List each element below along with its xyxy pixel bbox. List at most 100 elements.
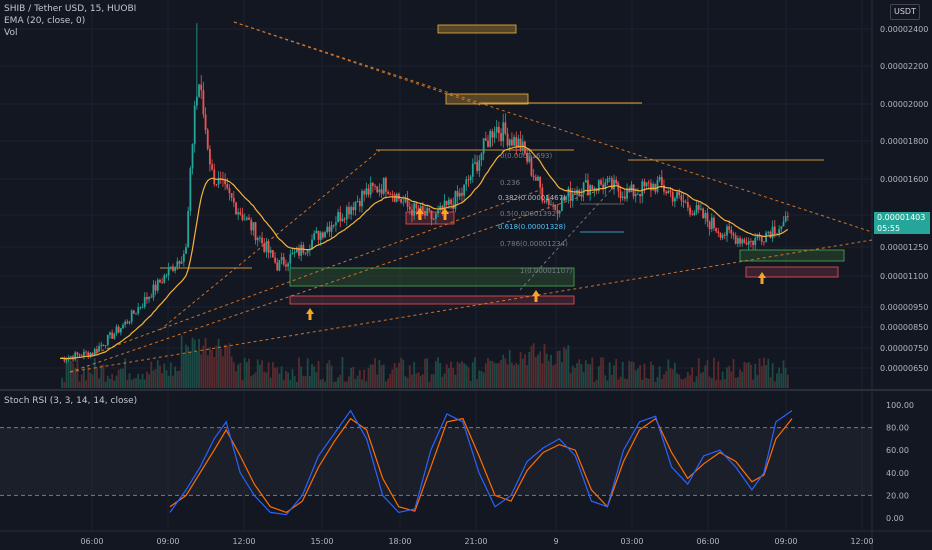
stoch-rsi-legend[interactable]: Stoch RSI (3, 3, 14, 14, close) — [4, 396, 138, 406]
candle — [704, 210, 707, 225]
candle — [224, 173, 227, 191]
candle-body — [113, 333, 116, 339]
volume-bar — [743, 361, 746, 388]
volume-bar — [452, 367, 455, 388]
candle-body — [637, 193, 639, 195]
candle — [389, 191, 392, 196]
candle-body — [93, 349, 96, 355]
volume-bar — [506, 364, 509, 388]
candle-body — [306, 250, 309, 253]
candle — [85, 350, 87, 356]
candle-body — [402, 201, 405, 203]
candle-body — [663, 185, 665, 192]
candle-body — [211, 164, 213, 170]
volume-bar — [458, 363, 461, 388]
candle — [745, 237, 748, 246]
volume-bar — [172, 375, 174, 388]
volume-bar — [560, 362, 563, 388]
volume-bar — [563, 347, 565, 388]
volume-bar — [660, 379, 663, 388]
volume-bar — [465, 364, 468, 388]
currency-button[interactable]: USDT — [890, 4, 920, 20]
symbol-title[interactable]: SHIB / Tether USD, 15, HUOBI — [4, 4, 137, 14]
ema-legend[interactable]: EMA (20, close, 0) — [4, 16, 86, 26]
candle-body — [469, 176, 472, 181]
candle — [467, 175, 470, 188]
volume-bar — [537, 354, 539, 388]
fibonacci-levels: 0(0.00001693) 0.236 0.382(0.00001467) 0.5(0… — [498, 152, 624, 275]
price-axis-label: 0.00000750 — [880, 344, 928, 353]
candle — [726, 224, 728, 242]
price-axis-label: 0.00002400 — [880, 25, 928, 34]
candle-body — [235, 202, 237, 215]
candle-body — [660, 176, 663, 186]
candle — [126, 319, 129, 325]
candle-body — [741, 239, 744, 244]
volume-bar — [632, 361, 635, 388]
volume-bar — [308, 375, 311, 388]
volume-bar — [335, 381, 337, 388]
volume-bar — [723, 379, 726, 388]
candle — [293, 247, 296, 258]
candle — [339, 206, 342, 228]
candle-body — [511, 139, 513, 146]
resistance-zone-top — [437, 24, 517, 34]
candle-body — [554, 204, 557, 211]
candle-body — [747, 241, 750, 245]
candle-body — [500, 133, 502, 142]
candle — [245, 216, 248, 221]
candle-body — [719, 233, 722, 238]
candle — [506, 127, 509, 148]
candle — [143, 292, 146, 309]
volume-bar — [150, 361, 153, 388]
volume-bar — [358, 370, 361, 388]
candle-body — [608, 178, 611, 179]
volume-bar — [747, 362, 750, 388]
price-axis-label: 0.00001100 — [880, 272, 928, 281]
volume-bar — [628, 360, 631, 388]
candle-body — [404, 197, 407, 202]
vol-legend[interactable]: Vol — [4, 28, 18, 38]
candle — [400, 198, 403, 204]
candle — [747, 237, 750, 251]
volume-bar — [76, 359, 79, 388]
candle-body — [595, 188, 598, 190]
candle — [508, 138, 511, 152]
up-arrows — [306, 208, 766, 320]
candle-body — [565, 196, 568, 201]
volume-bar — [728, 365, 731, 388]
volume-bar — [304, 375, 307, 388]
volume-bar — [504, 358, 507, 388]
candle — [430, 210, 433, 226]
candle-body — [613, 179, 615, 190]
candle-body — [656, 180, 659, 192]
candle — [613, 174, 615, 195]
volume-bar — [237, 364, 240, 388]
candle — [576, 186, 578, 201]
volume-bar — [382, 364, 385, 388]
volume-bar — [276, 367, 279, 388]
stoch-rsi-pane — [0, 409, 872, 516]
volume-bar — [280, 366, 283, 388]
candle-body — [582, 182, 585, 195]
candle-body — [352, 206, 355, 211]
volume-bar — [217, 338, 220, 388]
candle-body — [710, 217, 713, 230]
volume-bar — [569, 373, 572, 388]
volume-bar — [576, 363, 578, 388]
volume-bar — [515, 362, 518, 388]
candle-body — [654, 183, 657, 192]
candle — [630, 181, 633, 193]
candle-body — [467, 179, 470, 181]
candle — [639, 193, 641, 204]
candle-body — [193, 105, 196, 145]
candle-body — [156, 279, 159, 291]
candle — [608, 175, 611, 183]
volume-bar — [482, 372, 485, 388]
candle — [232, 191, 235, 208]
volume-bar — [476, 379, 479, 388]
candle-body — [137, 307, 140, 314]
volume-bar — [745, 362, 748, 388]
